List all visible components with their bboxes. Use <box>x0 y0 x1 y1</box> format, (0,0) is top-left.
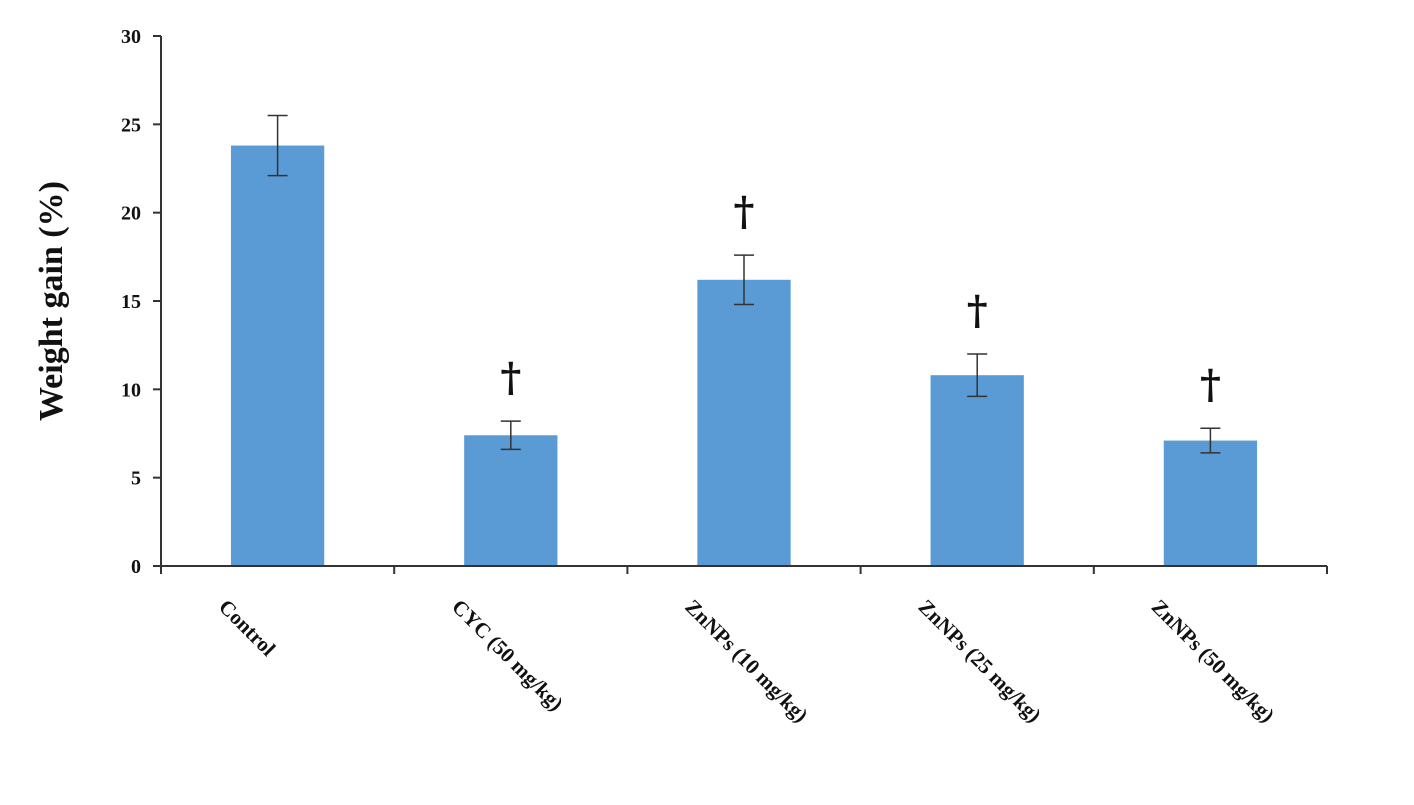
error-bar <box>967 353 988 398</box>
y-tick-label: 5 <box>131 468 141 490</box>
bar <box>930 375 1024 566</box>
y-axis-ticks: 0 5 10 15 20 25 30 <box>121 26 161 578</box>
category-label: CYC (50 mg/kg) <box>447 595 568 716</box>
category-label: ZnNPs (10 mg/kg) <box>680 595 812 727</box>
significance-dagger: † <box>500 354 521 401</box>
y-tick-label: 30 <box>121 26 141 48</box>
error-bar <box>1200 427 1221 454</box>
y-tick-label: 20 <box>121 203 141 225</box>
y-tick-label: 10 <box>121 379 141 401</box>
category-label: ZnNPs (25 mg/kg) <box>914 595 1046 727</box>
error-bar <box>267 114 288 177</box>
significance-dagger: † <box>1200 361 1221 408</box>
significance-dagger: † <box>967 287 988 334</box>
y-tick-label: 25 <box>121 114 141 136</box>
bar <box>1163 440 1258 566</box>
y-tick-label: 15 <box>121 291 141 313</box>
y-axis-title: Weight gain (%) <box>33 181 70 421</box>
bar <box>230 145 325 567</box>
error-bar <box>500 420 521 451</box>
x-axis-ticks <box>160 566 1328 574</box>
bar <box>464 435 558 566</box>
bars <box>230 145 1258 567</box>
bar <box>697 279 791 566</box>
error-bars <box>267 114 1221 454</box>
error-bar <box>734 254 754 306</box>
significance-marks: † † † † <box>500 188 1221 408</box>
category-label: ZnNPs (50 mg/kg) <box>1147 595 1279 727</box>
y-tick-label: 0 <box>131 556 141 578</box>
significance-dagger: † <box>734 188 755 235</box>
category-labels: Control CYC (50 mg/kg) ZnNPs (10 mg/kg) ZnN… <box>214 595 1279 727</box>
category-label: Control <box>214 595 280 661</box>
